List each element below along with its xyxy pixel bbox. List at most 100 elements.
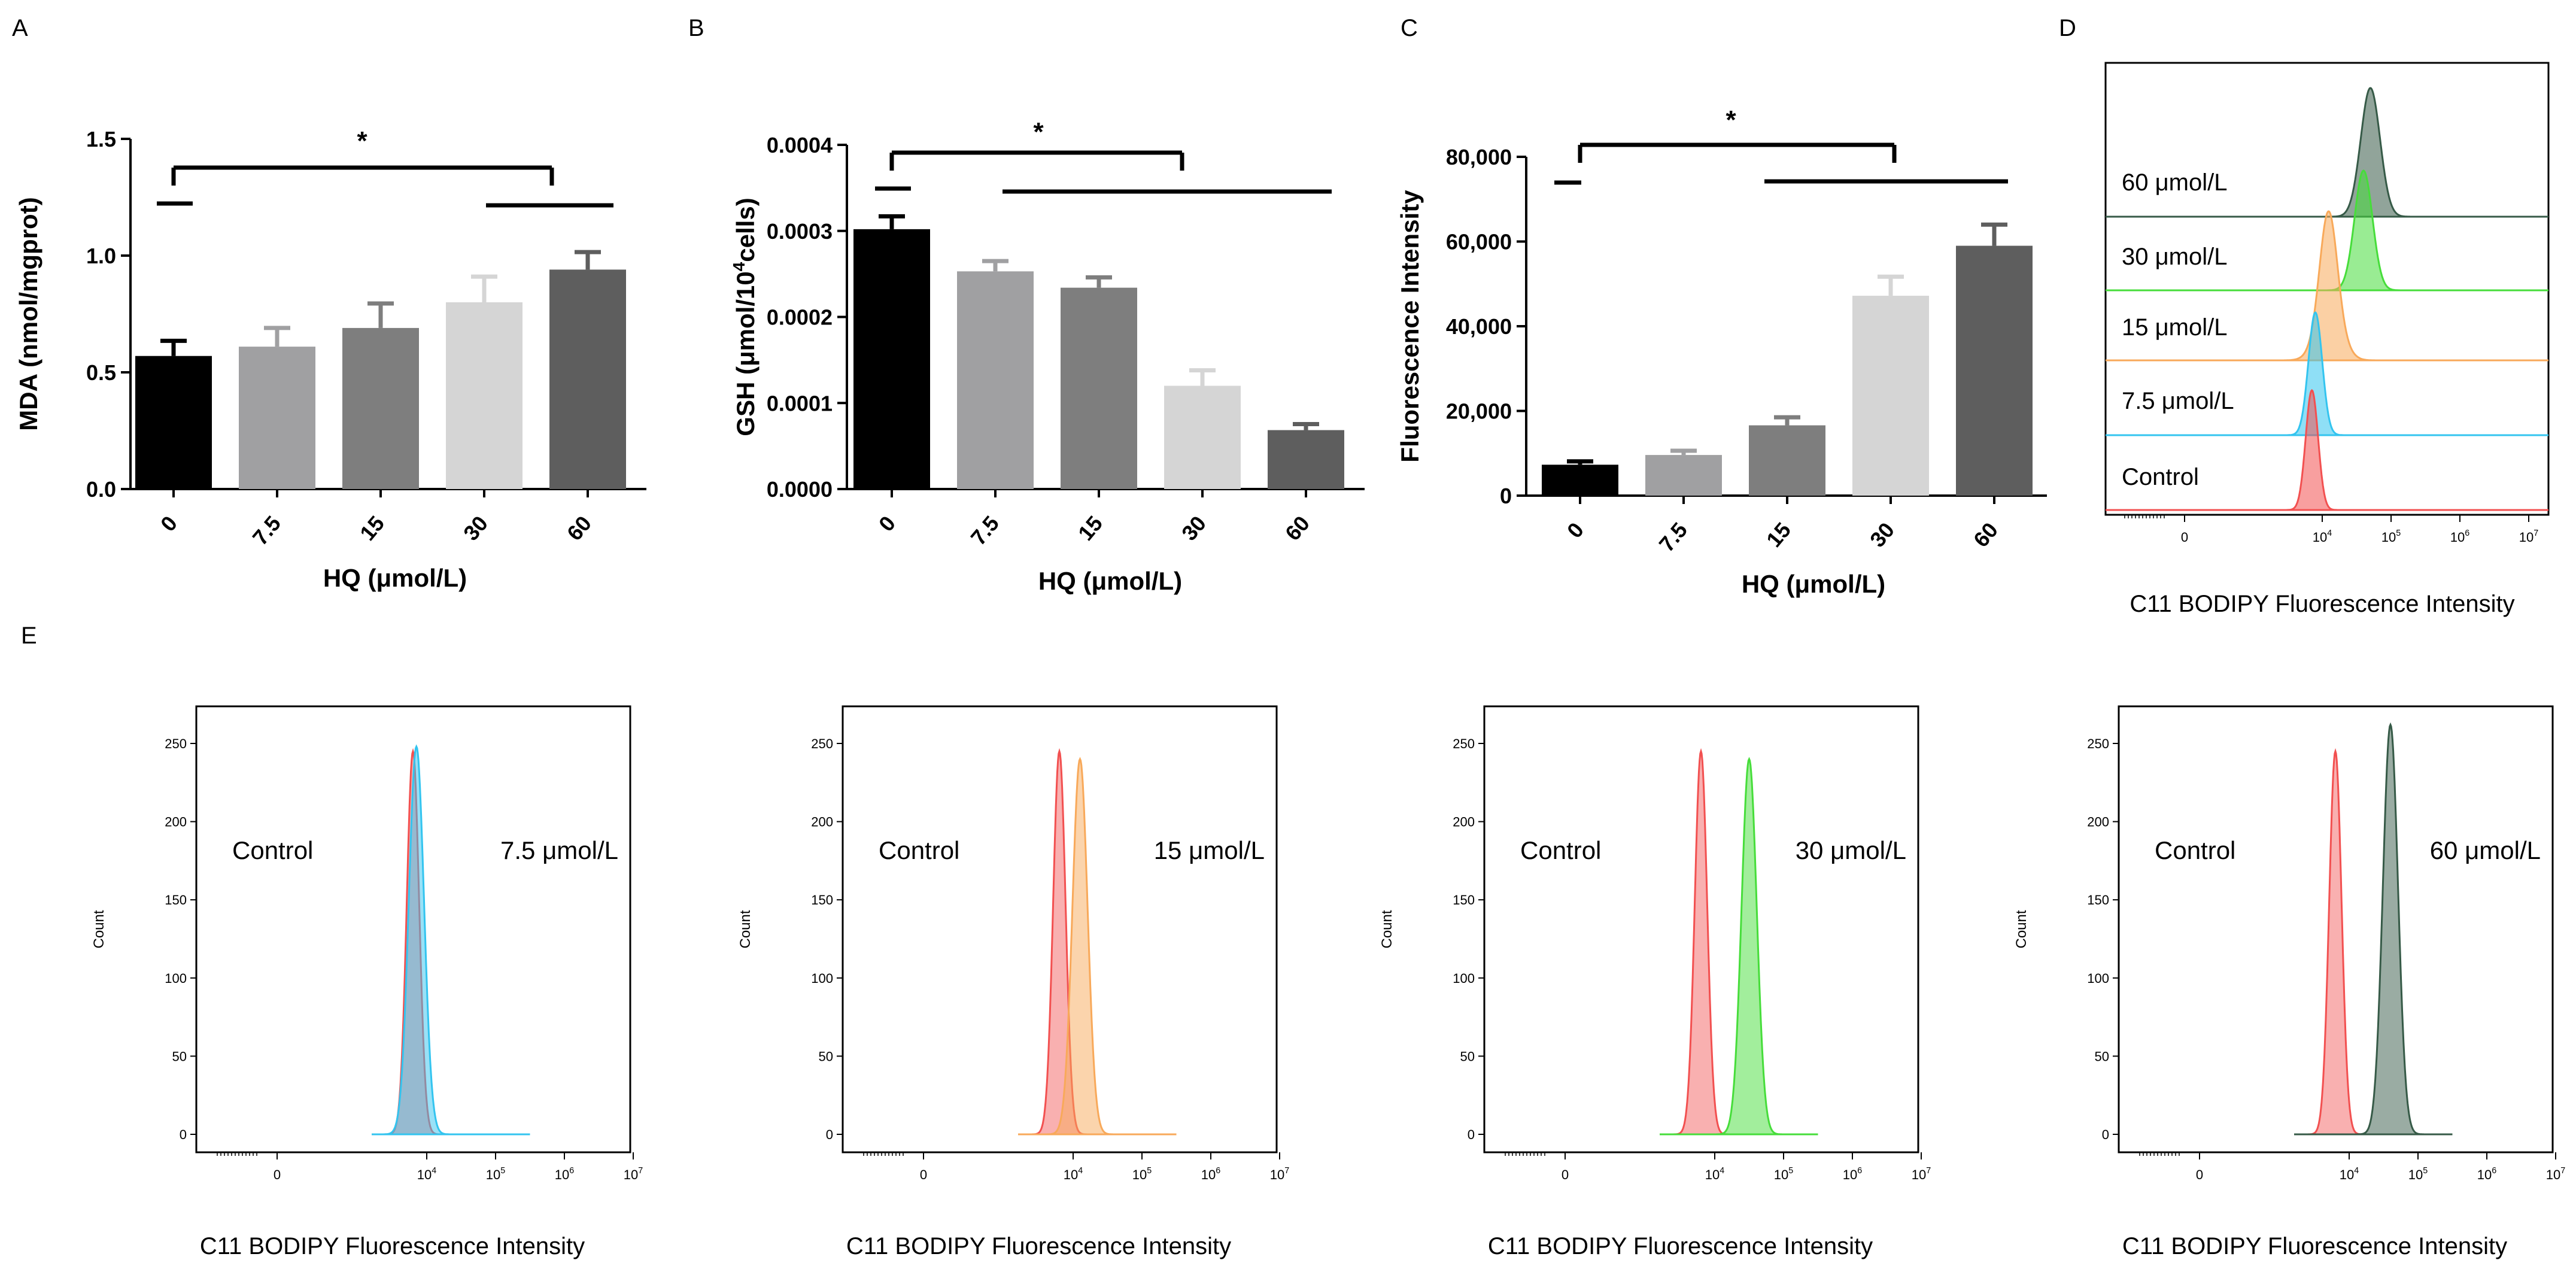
- y-tick-label: 0.0: [86, 477, 116, 502]
- bar: [342, 327, 419, 489]
- x-tick-label: 105: [1774, 1166, 1793, 1182]
- y-tick-label: 1.0: [86, 244, 116, 268]
- x-tick-label-base: 10: [2546, 1167, 2560, 1182]
- layer-label: 7.5 μmol/L: [2122, 388, 2234, 414]
- histogram-stack-D: 60 μmol/L 30 μmol/L 15 μmol/L 7.5 μmol/L Con…: [2104, 62, 2550, 617]
- x-tick-label: 107: [624, 1166, 643, 1182]
- x-tick-label: 15: [355, 511, 389, 545]
- x-tick-label: 0: [156, 511, 182, 536]
- y-tick-label: 50: [1460, 1049, 1475, 1064]
- y-tick-label: 0: [1500, 484, 1512, 508]
- histogram-treated: [1660, 757, 1818, 1136]
- y-axis-label: Count: [91, 910, 107, 948]
- panel-label-A: A: [12, 15, 28, 41]
- x-tick-label-base: 10: [2381, 530, 2396, 545]
- x-tick-label: 0: [874, 511, 900, 536]
- y-tick-label: 200: [1453, 815, 1475, 830]
- y-tick-label: 100: [165, 971, 187, 986]
- x-tick-label-base: 10: [1912, 1167, 1926, 1182]
- x-tick-label: 107: [1270, 1166, 1289, 1182]
- histogram-area: [2267, 87, 2419, 218]
- x-tick-label: 0: [2181, 530, 2188, 545]
- x-tick-label: 104: [2313, 529, 2332, 545]
- x-tick-label-exp: 6: [2492, 1166, 2496, 1176]
- legend-control: Control: [1520, 836, 1601, 864]
- y-axis-label: MDA (nmol/mgprot): [14, 197, 42, 430]
- x-tick-label-base: 10: [1132, 1167, 1147, 1182]
- histogram-control: [2294, 748, 2453, 1136]
- x-tick-label-exp: 4: [2354, 1166, 2359, 1176]
- y-tick-label: 0.0001: [767, 391, 833, 415]
- x-tick-label: 7.5: [1654, 518, 1693, 557]
- y-axis-label-sup: 4: [730, 262, 748, 271]
- y-axis-label-suffix: cells): [731, 198, 760, 262]
- bar: [446, 302, 523, 489]
- bar-chart-A: 0.0 0.5 1.0 1.5 0 7.5 15 30 60 HQ (μmol/L) MDA (nm…: [14, 126, 646, 592]
- layer-label: Control: [2122, 464, 2199, 490]
- x-tick-label-base: 10: [486, 1167, 500, 1182]
- bar: [549, 269, 626, 489]
- x-tick-label-exp: 6: [1857, 1166, 1862, 1176]
- x-axis-label: C11 BODIPY Fluorescence Intensity: [2130, 591, 2514, 617]
- layer-label: 30 μmol/L: [2122, 244, 2227, 270]
- y-tick-label: 250: [1453, 736, 1475, 751]
- y-tick-label: 80,000: [1446, 145, 1512, 169]
- x-tick-label-exp: 5: [2396, 529, 2401, 538]
- histogram-E1: 0 50 100 150 200 250 Count Control 7.5 μmol/L 0 10…: [91, 705, 643, 1259]
- significance-asterisk: *: [1726, 105, 1736, 135]
- x-tick-label-exp: 4: [2327, 529, 2332, 538]
- x-tick-label-base: 10: [1201, 1167, 1216, 1182]
- histogram-control: [1018, 748, 1177, 1136]
- x-tick-label-base: 10: [417, 1167, 432, 1182]
- x-tick-label: 104: [2340, 1166, 2359, 1182]
- bar: [853, 229, 930, 489]
- histogram-area: [2267, 311, 2419, 436]
- y-tick-label: 50: [172, 1049, 187, 1064]
- y-tick-label: 0: [1468, 1127, 1475, 1142]
- x-tick-label-exp: 4: [1720, 1166, 1724, 1176]
- legend-control: Control: [2155, 836, 2235, 864]
- x-tick-label: 60: [562, 511, 596, 545]
- x-tick-label-exp: 7: [2534, 529, 2538, 538]
- x-axis-label: C11 BODIPY Fluorescence Intensity: [200, 1233, 585, 1259]
- x-tick-label: 60: [1280, 511, 1314, 545]
- x-tick-label-base: 10: [2477, 1167, 2492, 1182]
- y-tick-label: 100: [2087, 971, 2109, 986]
- x-tick-label: 106: [555, 1166, 574, 1182]
- x-tick-label: 0: [920, 1167, 927, 1182]
- plot-frame: [2104, 62, 2550, 516]
- y-tick-label: 0.0003: [767, 219, 833, 244]
- y-tick-label: 100: [1453, 971, 1475, 986]
- x-tick-label: 105: [1132, 1166, 1152, 1182]
- x-tick-label: 104: [1705, 1166, 1724, 1182]
- x-tick-label: 105: [486, 1166, 505, 1182]
- bar: [1749, 425, 1825, 496]
- significance-asterisk: *: [357, 126, 367, 156]
- bar: [957, 271, 1034, 489]
- x-tick-label-exp: 5: [1147, 1166, 1152, 1176]
- x-tick-label: 15: [1073, 511, 1107, 545]
- y-tick-label: 0.0002: [767, 305, 833, 330]
- x-tick-label-base: 10: [2313, 530, 2327, 545]
- bar-chart-B: 0.0000 0.0001 0.0002 0.0003 0.0004 0 7.5 15 30 60…: [730, 117, 1365, 595]
- plot-frame: [1483, 705, 1919, 1153]
- x-tick-label-base: 10: [1270, 1167, 1284, 1182]
- y-tick-label: 150: [165, 892, 187, 907]
- x-tick-label-exp: 6: [569, 1166, 574, 1176]
- legend-treated: 7.5 μmol/L: [500, 836, 618, 864]
- histogram-area: [2267, 210, 2419, 362]
- x-tick-label: 15: [1761, 518, 1796, 552]
- x-tick-label: 105: [2381, 529, 2401, 545]
- x-tick-label-base: 10: [1064, 1167, 1078, 1182]
- panel-label-B: B: [688, 15, 704, 41]
- x-tick-label: 104: [417, 1166, 436, 1182]
- y-axis-label: GSH (μmol/104cells): [730, 198, 760, 436]
- y-tick-label: 0: [826, 1127, 833, 1142]
- y-tick-label: 250: [811, 736, 833, 751]
- x-tick-label-exp: 6: [2465, 529, 2469, 538]
- x-tick-label-exp: 7: [1284, 1166, 1289, 1176]
- y-tick-label: 250: [165, 736, 187, 751]
